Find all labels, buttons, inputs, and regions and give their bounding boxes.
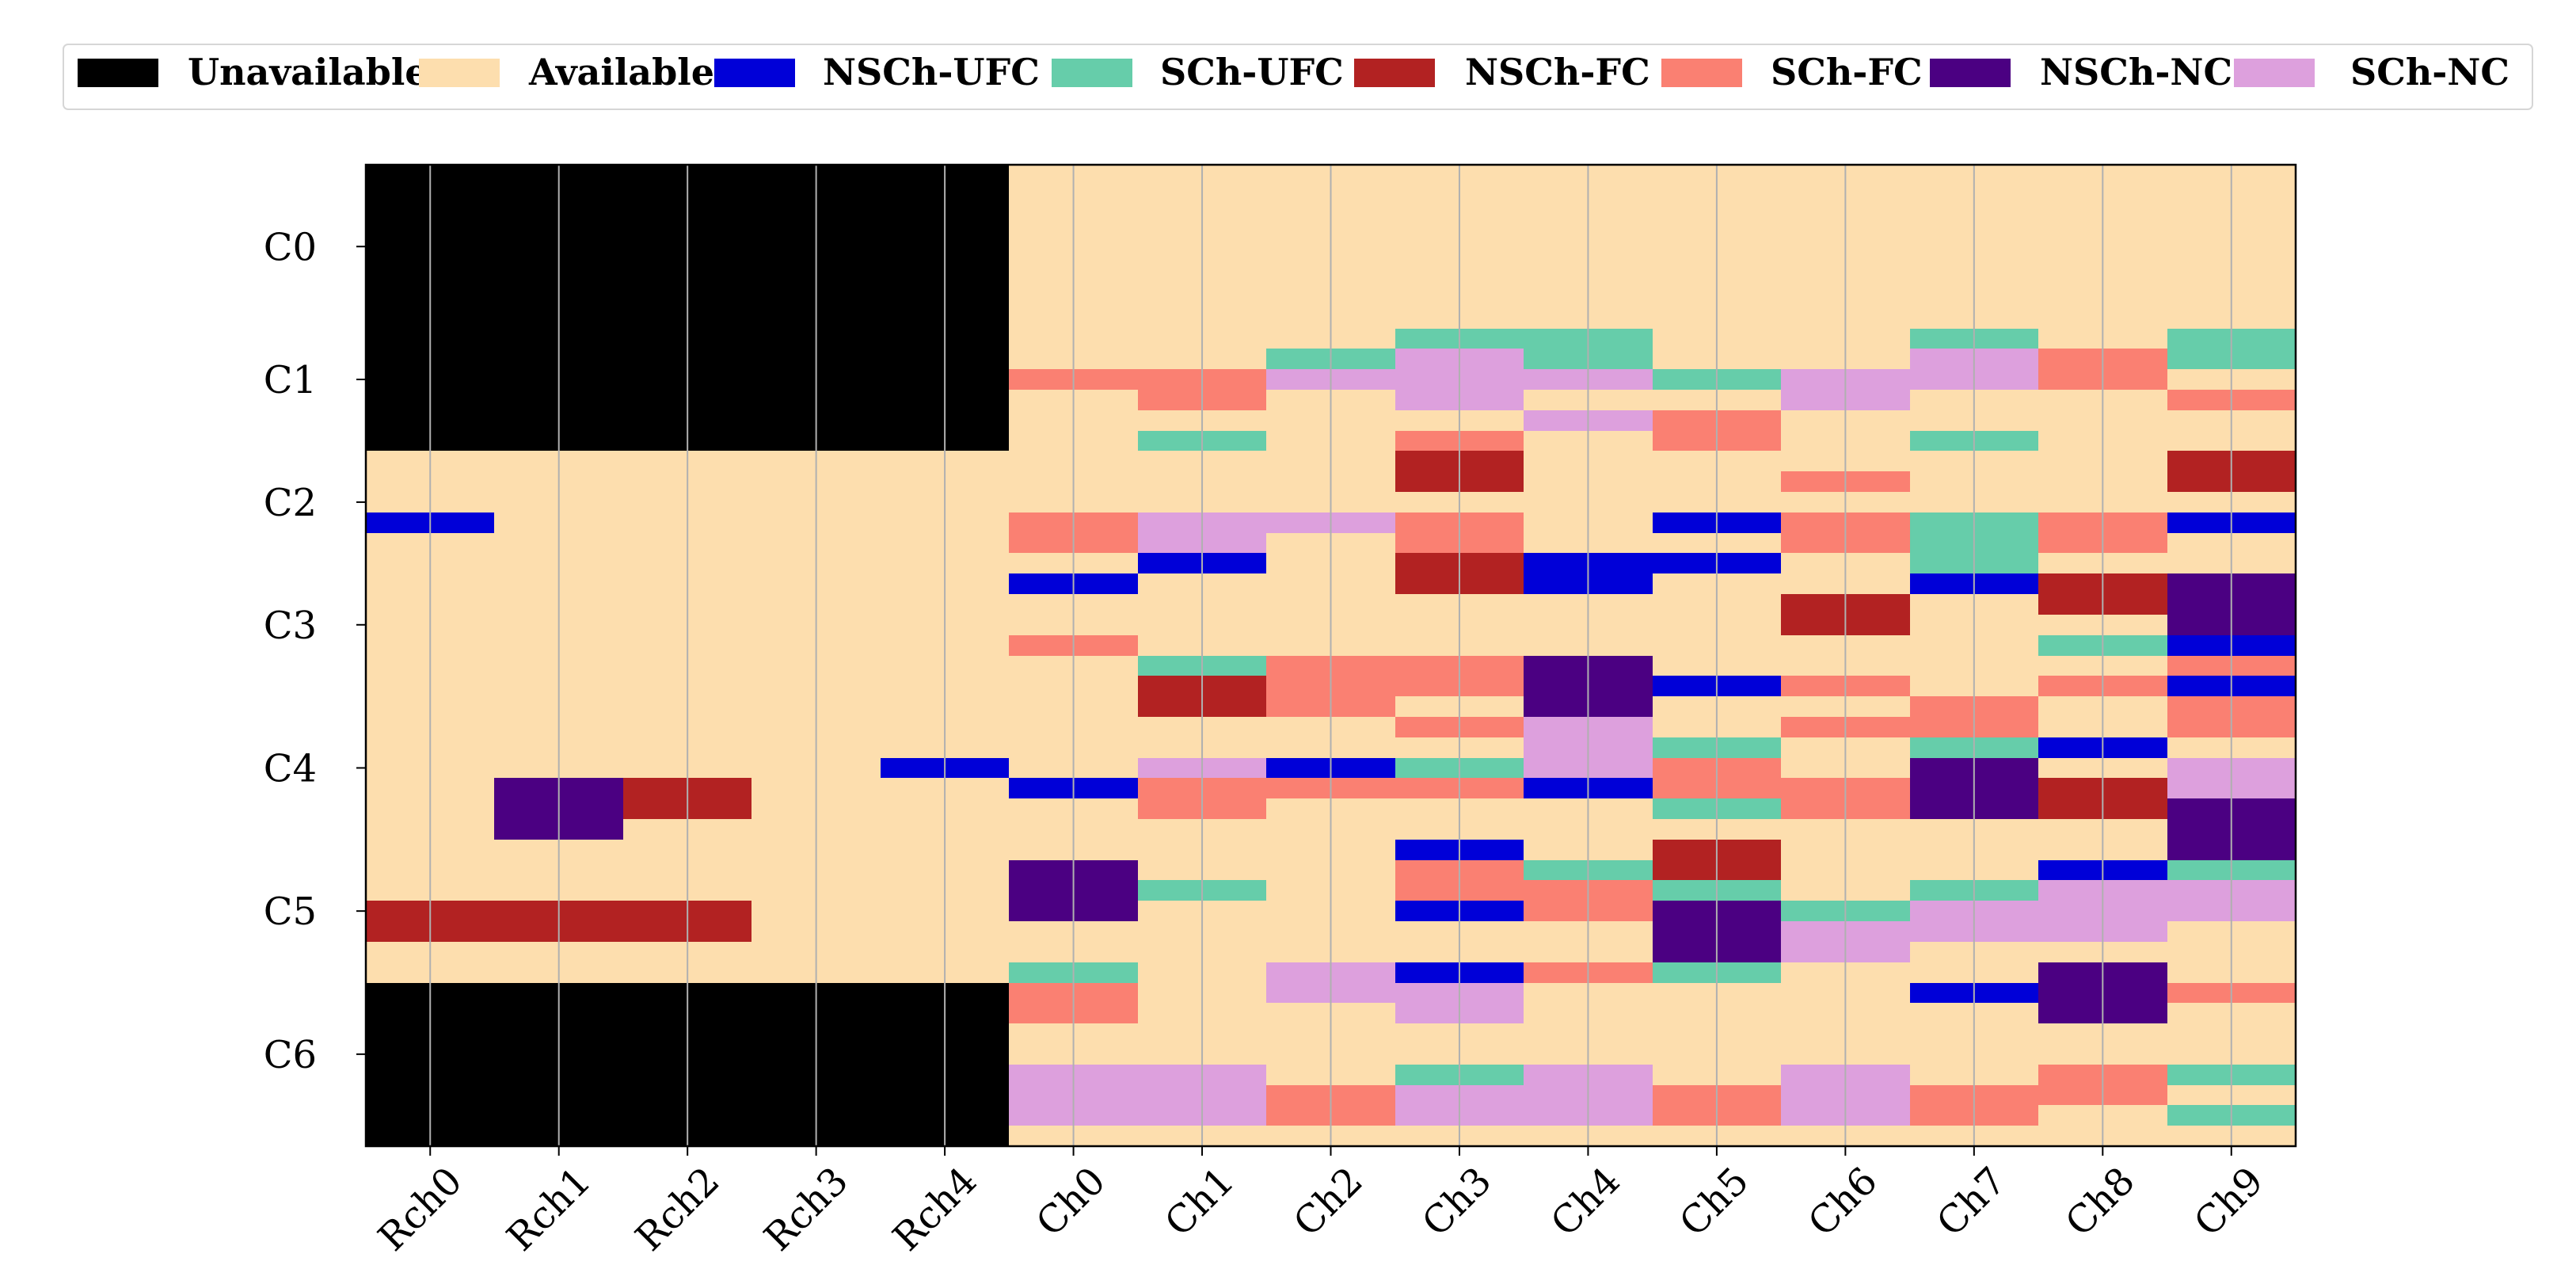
y-tick-label: C3 — [264, 604, 317, 648]
legend: Unavailable Available NSCh-UFC SCh-UFC NSCh-… — [63, 44, 2533, 110]
legend-swatch-B — [714, 59, 795, 87]
legend-label: NSCh-FC — [1465, 51, 1650, 93]
legend-swatch-L — [2234, 59, 2315, 87]
legend-label: Available — [528, 51, 714, 93]
legend-label: Unavailable — [188, 51, 428, 93]
x-tick-label: Ch3 — [1414, 1159, 1500, 1245]
legend-label: NSCh-NC — [2040, 51, 2232, 93]
legend-label: SCh-UFC — [1160, 51, 1344, 93]
y-tick-label: C6 — [264, 1033, 317, 1077]
legend-swatch-G — [1052, 59, 1132, 87]
legend-frame — [63, 44, 2533, 110]
x-tick-label: Rch1 — [498, 1159, 599, 1260]
x-tick-label: Ch8 — [2057, 1159, 2144, 1245]
legend-swatch-A — [419, 59, 500, 87]
x-tick-label: Ch5 — [1671, 1159, 1757, 1245]
x-tick-label: Ch2 — [1285, 1159, 1372, 1245]
x-tick-label: Rch3 — [755, 1159, 857, 1260]
y-tick-label: C5 — [264, 890, 317, 934]
legend-label: SCh-NC — [2350, 51, 2509, 93]
x-tick-label: Ch6 — [1800, 1159, 1886, 1245]
legend-swatch-R — [1354, 59, 1435, 87]
y-tick-label: C1 — [264, 358, 317, 402]
legend-label: NSCh-UFC — [823, 51, 1040, 93]
legend-swatch-U — [78, 59, 158, 87]
legend-label: SCh-FC — [1771, 51, 1923, 93]
y-tick-label: C2 — [264, 481, 317, 525]
plot-area — [366, 165, 2296, 1146]
x-tick-label: Ch4 — [1543, 1159, 1629, 1245]
x-tick-label: Ch1 — [1156, 1159, 1242, 1245]
legend-swatch-S — [1661, 59, 1742, 87]
legend-swatch-P — [1930, 59, 2011, 87]
x-tick-label: Rch0 — [370, 1159, 471, 1260]
x-tick-label: Ch0 — [1028, 1159, 1114, 1245]
x-tick-label: Rch4 — [885, 1159, 986, 1260]
x-tick-label: Ch7 — [1928, 1159, 2015, 1245]
x-tick-label: Rch2 — [627, 1159, 729, 1260]
y-tick-label: C0 — [264, 225, 317, 269]
y-tick-label: C4 — [264, 746, 317, 791]
x-tick-label: Ch9 — [2186, 1159, 2272, 1245]
